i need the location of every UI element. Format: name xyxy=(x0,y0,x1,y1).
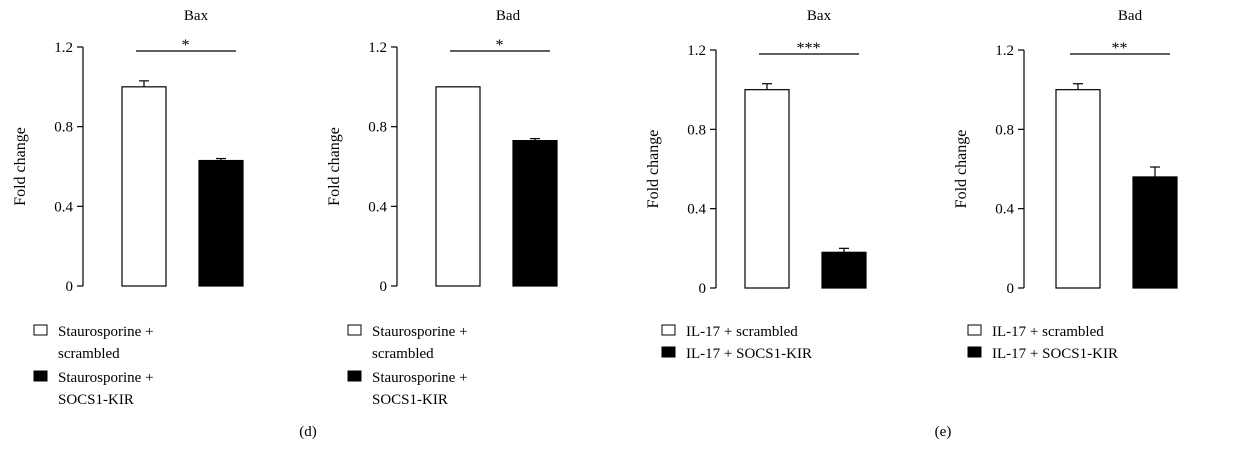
y-tick-label: 0 xyxy=(1007,281,1015,297)
legend-label: IL-17 + SOCS1-KIR xyxy=(686,346,812,362)
panel-label-e: (e) xyxy=(935,424,952,440)
legend-swatch xyxy=(33,324,48,336)
legend-label-line2: SOCS1-KIR xyxy=(372,392,448,408)
legend-label-line2: SOCS1-KIR xyxy=(58,392,134,408)
chart-title: Bax xyxy=(807,8,832,24)
legend-swatch xyxy=(33,370,48,382)
legend-swatch xyxy=(347,324,362,336)
y-tick-label: 0.4 xyxy=(687,202,706,218)
y-axis-label: Fold change xyxy=(12,127,29,206)
panel-label-d: (d) xyxy=(299,424,317,440)
chart-panel-1: Bax 0 0.4 0.8 1.2 Fold change * Staurosporine +… xyxy=(12,8,244,408)
bar-scrambled xyxy=(121,86,167,287)
significance-marker: *** xyxy=(797,40,821,57)
bar-socs1-kir xyxy=(821,251,867,289)
legend-label: IL-17 + scrambled xyxy=(992,324,1104,340)
chart-panel-2: Bad 0 0.4 0.8 1.2 Fold change * Staurosporine +… xyxy=(326,8,558,408)
y-tick-label: 0.8 xyxy=(995,122,1014,138)
legend-swatch xyxy=(967,346,982,358)
bar-socs1-kir xyxy=(512,140,558,287)
legend-label: IL-17 + scrambled xyxy=(686,324,798,340)
significance-marker: * xyxy=(182,37,190,54)
legend-label: IL-17 + SOCS1-KIR xyxy=(992,346,1118,362)
y-tick-label: 0.8 xyxy=(54,120,73,136)
chart-panel-3: Bax 0 0.4 0.8 1.2 Fold change *** IL-17 + scram… xyxy=(645,8,867,362)
y-tick-label: 1.2 xyxy=(687,43,706,59)
y-tick-label: 0.4 xyxy=(54,199,73,215)
y-tick-label: 0 xyxy=(380,279,388,295)
y-tick-label: 0 xyxy=(699,281,707,297)
y-tick-label: 1.2 xyxy=(54,40,73,56)
legend-label: Staurosporine + xyxy=(58,324,154,340)
chart-title: Bad xyxy=(1118,8,1143,24)
legend-label-line2: scrambled xyxy=(372,346,434,362)
y-tick-label: 0.4 xyxy=(995,202,1014,218)
legend-swatch xyxy=(661,346,676,358)
bar-scrambled xyxy=(1055,89,1101,289)
chart-title: Bax xyxy=(184,8,209,24)
legend-swatch xyxy=(347,370,362,382)
y-axis-label: Fold change xyxy=(326,127,343,206)
y-tick-label: 0 xyxy=(66,279,74,295)
legend-label: Staurosporine + xyxy=(372,370,468,386)
chart-title: Bad xyxy=(496,8,521,24)
y-tick-label: 0.8 xyxy=(368,120,387,136)
bar-socs1-kir xyxy=(1132,176,1178,289)
significance-marker: * xyxy=(496,37,504,54)
y-axis-label: Fold change xyxy=(645,130,662,209)
legend-swatch xyxy=(661,324,676,336)
bar-scrambled xyxy=(744,89,790,289)
bar-socs1-kir xyxy=(198,159,244,287)
y-axis-label: Fold change xyxy=(953,130,970,209)
y-tick-label: 0.8 xyxy=(687,122,706,138)
legend-label-line2: scrambled xyxy=(58,346,120,362)
legend-swatch xyxy=(967,324,982,336)
y-tick-label: 0.4 xyxy=(368,199,387,215)
legend-label: Staurosporine + xyxy=(58,370,154,386)
chart-panel-4: Bad 0 0.4 0.8 1.2 Fold change ** IL-17 + scramb… xyxy=(953,8,1178,362)
bar-scrambled xyxy=(435,86,481,287)
y-tick-label: 1.2 xyxy=(368,40,387,56)
y-tick-label: 1.2 xyxy=(995,43,1014,59)
legend-label: Staurosporine + xyxy=(372,324,468,340)
significance-marker: ** xyxy=(1112,40,1128,57)
